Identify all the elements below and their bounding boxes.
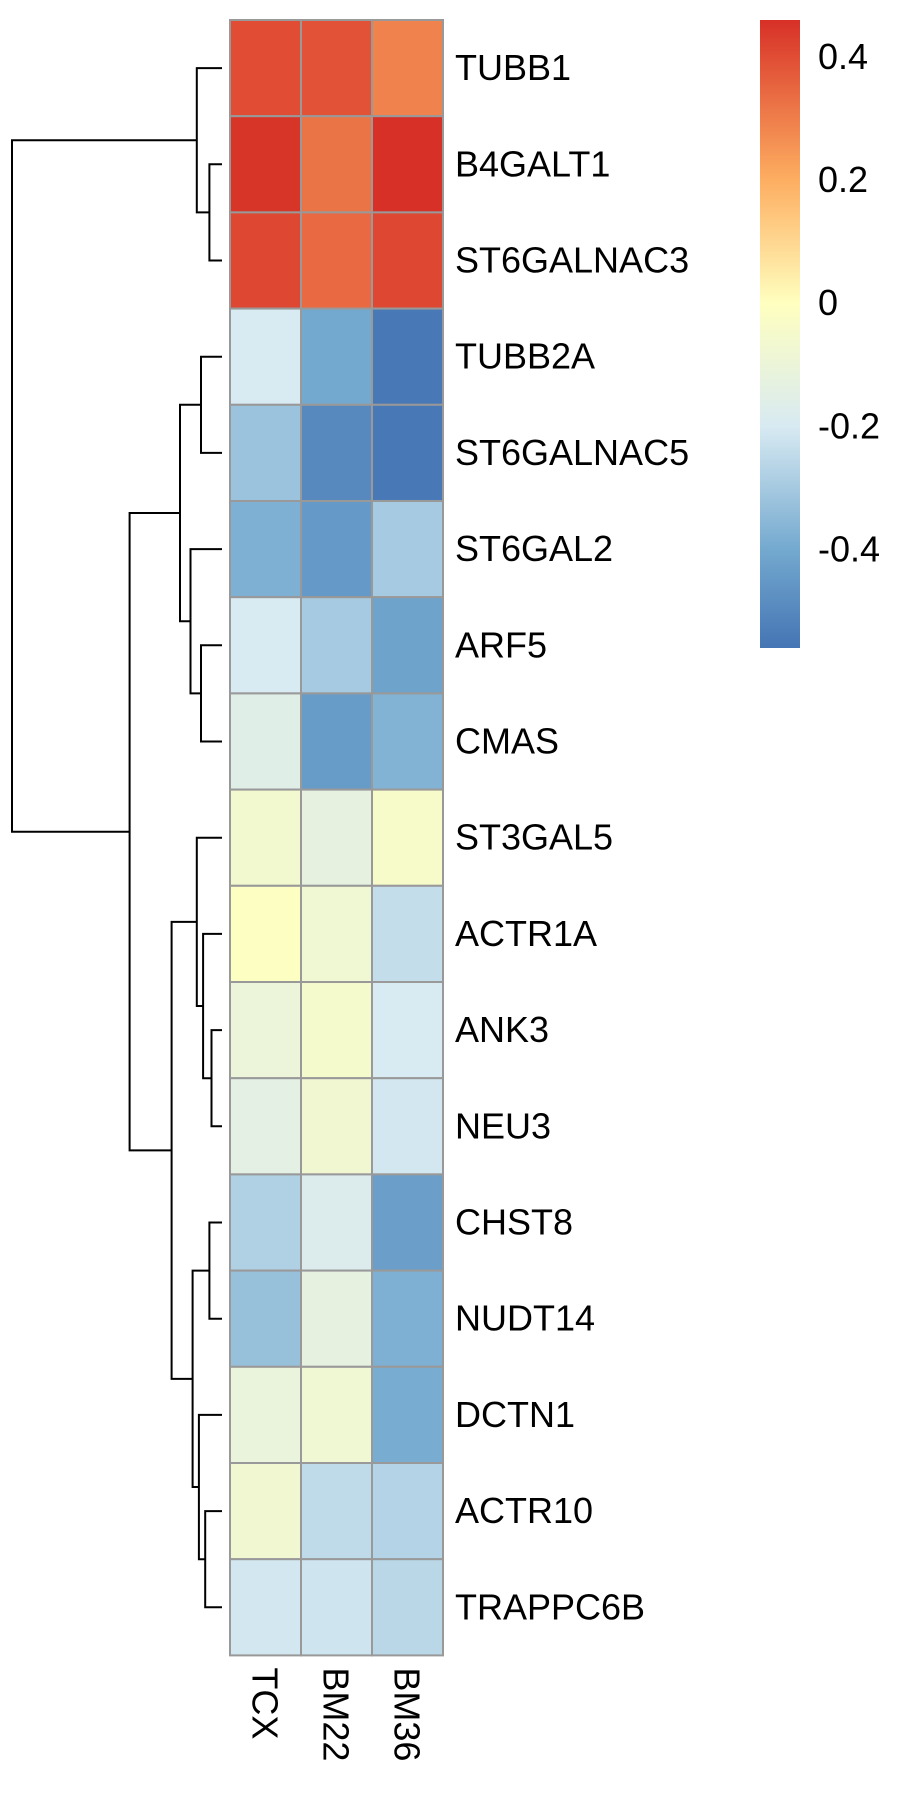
column-label-tcx: TCX	[245, 1667, 286, 1739]
color-legend-bar	[760, 20, 800, 648]
row-label-arf5: ARF5	[455, 624, 547, 665]
dendrogram-branch-n12	[197, 1413, 222, 1561]
dendrogram-branch-n11	[204, 1510, 222, 1609]
heatmap-cell-cmas-tcx	[229, 692, 302, 791]
row-label-neu3: NEU3	[455, 1105, 551, 1146]
column-label-bm22: BM22	[316, 1667, 357, 1761]
heatmap-cell-st6galnac3-bm36	[371, 211, 444, 310]
heatmap-cell-chst8-bm36	[371, 1173, 444, 1272]
heatmap-cell-cmas-bm36	[371, 692, 444, 791]
heatmap-cell-arf5-bm36	[371, 596, 444, 695]
dendrogram-branch-n8	[202, 932, 222, 1080]
heatmap-cell-st3gal5-bm22	[300, 788, 373, 887]
heatmap-cell-nudt14-bm36	[371, 1269, 444, 1368]
heatmap-cell-ank3-bm36	[371, 981, 444, 1080]
row-label-ank3: ANK3	[455, 1009, 549, 1050]
heatmap-cell-actr10-tcx	[229, 1462, 302, 1561]
heatmap-cell-arf5-tcx	[229, 596, 302, 695]
legend-tick-label-0-2: 0.2	[818, 159, 868, 200]
row-label-nudt14: NUDT14	[455, 1298, 595, 1339]
heatmap-cell-trappc6b-bm22	[300, 1558, 373, 1657]
column-labels: TCX BM22 BM36	[245, 1667, 428, 1761]
heatmap-cell-st6gal2-tcx	[229, 500, 302, 599]
row-label-b4galt1: B4GALT1	[455, 143, 610, 184]
heatmap-cell-actr1a-tcx	[229, 884, 302, 983]
row-label-cmas: CMAS	[455, 721, 559, 762]
legend-tick-label--0-4: -0.4	[818, 528, 880, 569]
legend-tick-label-0-4: 0.4	[818, 36, 868, 77]
heatmap-cell-actr1a-bm36	[371, 884, 444, 983]
heatmap-cell-chst8-bm22	[300, 1173, 373, 1272]
row-label-st6galnac5: ST6GALNAC5	[455, 432, 689, 473]
dendrogram-branch-n5	[189, 548, 222, 695]
heatmap-cell-neu3-tcx	[229, 1077, 302, 1176]
heatmap-cell-dctn1-tcx	[229, 1365, 302, 1465]
heatmap-cell-neu3-bm22	[300, 1077, 373, 1176]
dendrogram-branch-n7	[210, 1029, 222, 1128]
heatmap-cell-arf5-bm22	[300, 596, 373, 695]
dendrogram-branch-n1	[208, 163, 222, 262]
row-label-actr10: ACTR10	[455, 1490, 593, 1531]
heatmap-cell-ank3-bm22	[300, 981, 373, 1080]
dendrogram-branch-n9	[195, 836, 222, 1008]
heatmap-cell-trappc6b-bm36	[371, 1558, 444, 1657]
heatmap-cells	[229, 19, 444, 1657]
heatmap-cell-st6gal2-bm36	[371, 500, 444, 599]
row-dendrogram	[11, 67, 222, 1609]
heatmap-cell-tubb1-tcx	[229, 19, 302, 118]
heatmap-cell-st6gal2-bm22	[300, 500, 373, 599]
heatmap-cell-dctn1-bm22	[300, 1365, 373, 1465]
heatmap-cell-actr10-bm22	[300, 1462, 373, 1561]
heatmap-cell-tubb2a-bm22	[300, 307, 373, 406]
heatmap-cell-st6galnac3-tcx	[229, 211, 302, 310]
row-labels: TUBB1 B4GALT1 ST6GALNAC3 TUBB2A ST6GALNAC5 ST…	[455, 47, 689, 1627]
row-label-tubb1: TUBB1	[455, 47, 571, 88]
heatmap-cell-ank3-tcx	[229, 981, 302, 1080]
heatmap-cell-st3gal5-tcx	[229, 788, 302, 887]
row-label-trappc6b: TRAPPC6B	[455, 1586, 645, 1627]
heatmap-cell-st6galnac5-bm36	[371, 403, 444, 502]
legend-tick-label--0-2: -0.2	[818, 405, 880, 446]
legend-tick-label-0: 0	[818, 282, 838, 323]
heatmap-cell-nudt14-bm22	[300, 1269, 373, 1368]
heatmap-cell-st6galnac5-bm22	[300, 403, 373, 502]
heatmap-cell-st6galnac5-tcx	[229, 403, 302, 502]
heatmap-cell-b4galt1-tcx	[229, 115, 302, 214]
heatmap-cell-cmas-bm22	[300, 692, 373, 791]
heatmap-cell-actr1a-bm22	[300, 884, 373, 983]
dendrogram-branch-n3	[200, 355, 222, 454]
heatmap-cell-chst8-tcx	[229, 1173, 302, 1272]
heatmap-cell-trappc6b-tcx	[229, 1558, 302, 1657]
dendrogram-branch-n13	[191, 1269, 210, 1489]
row-label-st6galnac3: ST6GALNAC3	[455, 240, 689, 281]
dendrogram-branch-n4	[200, 644, 222, 743]
heatmap-cell-st6galnac3-bm22	[300, 211, 373, 310]
heatmap-cell-actr10-bm36	[371, 1462, 444, 1561]
heatmap-cell-dctn1-bm36	[371, 1365, 444, 1465]
heatmap-cell-tubb2a-tcx	[229, 307, 302, 406]
row-label-actr1a: ACTR1A	[455, 913, 597, 954]
color-legend: 0.4 0.2 0 -0.2 -0.4	[760, 20, 880, 648]
dendrogram-branch-n16	[11, 139, 197, 833]
dendrogram-branch-n10	[208, 1221, 222, 1320]
row-label-st3gal5: ST3GAL5	[455, 817, 613, 858]
heatmap-cell-tubb1-bm22	[300, 19, 373, 118]
heatmap-cell-tubb2a-bm36	[371, 307, 444, 406]
heatmap-cell-nudt14-tcx	[229, 1269, 302, 1368]
row-label-tubb2a: TUBB2A	[455, 336, 595, 377]
heatmap-cell-b4galt1-bm36	[371, 115, 444, 214]
column-label-bm36: BM36	[387, 1667, 428, 1761]
heatmap-cell-tubb1-bm36	[371, 19, 444, 118]
row-label-chst8: CHST8	[455, 1202, 573, 1243]
row-label-st6gal2: ST6GAL2	[455, 528, 613, 569]
heatmap-cell-st3gal5-bm36	[371, 788, 444, 887]
heatmap-cell-neu3-bm36	[371, 1077, 444, 1176]
row-label-dctn1: DCTN1	[455, 1394, 575, 1435]
heatmap-cell-b4galt1-bm22	[300, 115, 373, 214]
